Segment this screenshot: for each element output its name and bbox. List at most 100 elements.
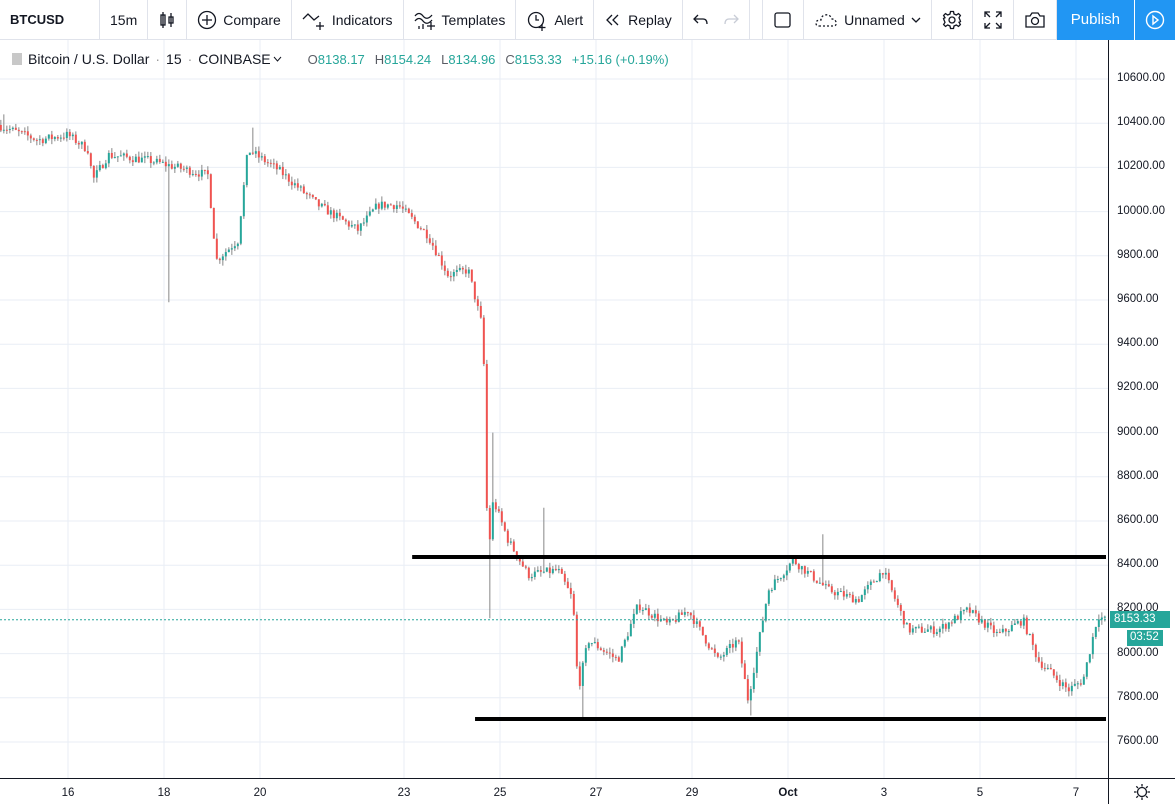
legend-exchange[interactable]: COINBASE <box>198 51 271 67</box>
candle-body <box>1040 661 1043 668</box>
series-legend: Bitcoin / U.S. Dollar · 15 · COINBASE O8… <box>12 51 669 67</box>
candle-body <box>257 151 260 158</box>
snapshot-button[interactable] <box>1014 0 1057 40</box>
candle-body <box>677 612 680 622</box>
candle-body <box>839 591 842 593</box>
candle-body <box>632 613 635 624</box>
time-axis[interactable]: 16 18 20 23 25 27 29 Oct 3 5 7 <box>0 778 1108 804</box>
candle-body <box>533 571 536 577</box>
candle-body <box>98 165 101 171</box>
candle-body <box>1037 657 1040 662</box>
candle-body <box>494 502 497 510</box>
time-tick: 20 <box>253 787 267 799</box>
chart-type-button[interactable] <box>148 0 188 40</box>
candle-body <box>635 604 638 614</box>
settings-button[interactable] <box>932 0 973 40</box>
candle-body <box>230 248 233 250</box>
candle-body <box>437 255 440 257</box>
candle-body <box>353 224 356 226</box>
candle-body <box>371 209 374 212</box>
layout-button[interactable] <box>762 0 805 40</box>
candle-body <box>845 594 848 597</box>
candle-body <box>320 203 323 207</box>
candle-body <box>812 571 815 581</box>
fullscreen-button[interactable] <box>973 0 1014 40</box>
candle-body <box>614 656 617 658</box>
symbol-title[interactable]: Bitcoin / U.S. Dollar <box>28 51 150 67</box>
replay-button[interactable]: Replay <box>594 0 683 40</box>
undo-icon[interactable] <box>692 13 709 27</box>
price-tick: 9200.00 <box>1117 381 1159 394</box>
publish-menu-button[interactable] <box>1135 0 1175 40</box>
candle-body <box>425 229 428 239</box>
symbol-search[interactable]: BTCUSD <box>0 0 100 40</box>
candle-body <box>563 573 566 582</box>
low-value: L8134.96 <box>441 51 496 67</box>
candle-body <box>545 567 548 572</box>
candle-body <box>317 199 320 207</box>
chart-settings-corner[interactable] <box>1108 778 1175 804</box>
candle-body <box>734 640 737 648</box>
candle-body <box>557 568 560 571</box>
candle-body <box>275 163 278 170</box>
candle-body <box>464 269 467 274</box>
candle-body <box>713 648 716 654</box>
redo-icon[interactable] <box>723 13 739 27</box>
candle-body <box>1097 619 1100 627</box>
price-axis[interactable]: 7600.00 7800.00 8000.00 8200.00 8400.00 8600.… <box>1108 40 1175 778</box>
time-tick: 18 <box>157 787 171 799</box>
interval-button[interactable]: 15m <box>100 0 149 40</box>
candle-body <box>587 643 590 649</box>
candle-body <box>50 134 53 140</box>
candle-body <box>1025 617 1028 635</box>
candle-body <box>227 249 230 253</box>
candle-body <box>1079 683 1082 685</box>
chevron-down-icon[interactable] <box>273 56 282 63</box>
candle-body <box>290 181 293 186</box>
candle-body <box>122 153 125 156</box>
candle-body <box>704 635 707 644</box>
separator: · <box>155 51 161 67</box>
time-tick: 27 <box>589 787 603 799</box>
candle-body <box>626 636 629 640</box>
candle-body <box>1007 631 1010 633</box>
candle-body <box>752 672 755 690</box>
rewind-icon <box>606 14 619 25</box>
candle-body <box>758 632 761 652</box>
candle-body <box>785 570 788 576</box>
templates-button[interactable]: Templates <box>404 0 517 40</box>
chevron-down-icon <box>911 17 921 23</box>
candle-body <box>419 228 422 230</box>
candle-body <box>959 611 962 620</box>
alert-button[interactable]: Alert <box>516 0 595 40</box>
candle-body <box>986 622 989 628</box>
candle-body <box>1046 667 1049 669</box>
layout-name-dropdown[interactable]: Unnamed <box>804 0 932 40</box>
candle-body <box>1064 682 1067 688</box>
candle-body <box>200 169 203 177</box>
candle-body <box>683 612 686 615</box>
candle-body <box>113 156 116 158</box>
indicators-button[interactable]: Indicators <box>292 0 404 40</box>
candle-body <box>1073 683 1076 686</box>
candle-body <box>248 152 251 156</box>
top-toolbar: BTCUSD 15m Compare Indicators Templates … <box>0 0 1175 40</box>
candle-body <box>194 173 197 175</box>
time-tick: 29 <box>685 787 699 799</box>
candle-body <box>410 213 413 217</box>
compare-button[interactable]: Compare <box>187 0 292 40</box>
candle-body <box>104 163 107 169</box>
candle-body <box>11 127 14 130</box>
templates-icon <box>414 12 435 30</box>
candle-body <box>206 170 209 175</box>
publish-button[interactable]: Publish <box>1056 0 1135 40</box>
candle-body <box>110 152 113 158</box>
chart-pane[interactable] <box>0 40 1108 778</box>
candle-body <box>1070 685 1073 692</box>
candle-body <box>881 573 884 575</box>
candle-body <box>452 271 455 277</box>
candle-body <box>857 599 860 602</box>
candle-body <box>0 124 2 131</box>
candle-body <box>329 210 332 215</box>
candle-body <box>527 567 530 579</box>
